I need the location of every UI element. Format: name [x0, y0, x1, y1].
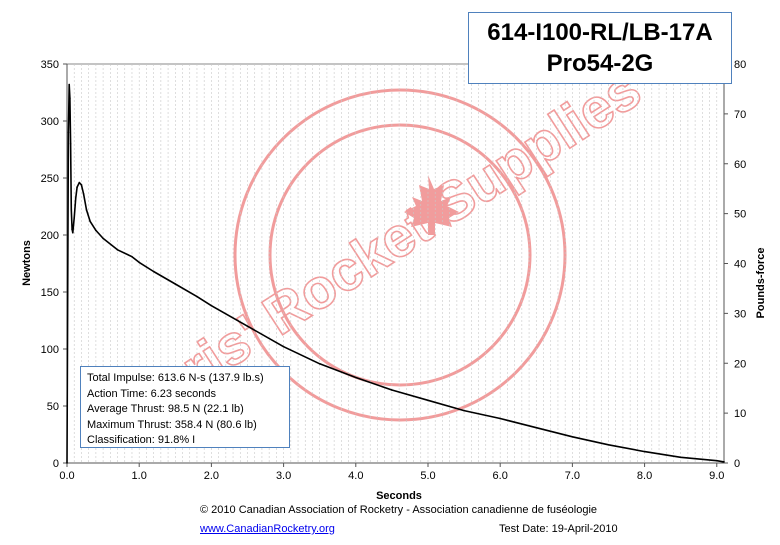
- y2-tick-label: 30: [734, 308, 746, 320]
- data-point: [679, 456, 682, 459]
- data-point: [354, 376, 357, 379]
- y-tick-label: 200: [41, 230, 59, 242]
- data-point: [80, 184, 83, 186]
- data-point: [71, 231, 74, 234]
- data-point: [69, 143, 72, 145]
- watermark-seal-outer-ring: [233, 88, 567, 422]
- data-point: [71, 228, 73, 231]
- data-point: [82, 193, 85, 195]
- test-date: Test Date: 19-April-2010: [499, 523, 618, 535]
- action-time: Action Time: 6.23 seconds: [87, 387, 217, 400]
- y-tick-label: 100: [41, 344, 59, 356]
- average-thrust: Average Thrust: 98.5 N (22.1 lb): [87, 403, 244, 415]
- watermark-maple-leaf-icon: [404, 175, 459, 235]
- data-point: [73, 217, 76, 219]
- axis-labels: Newtons Pounds-force Seconds: [21, 240, 767, 502]
- data-point: [643, 450, 646, 453]
- x-tick-label: 1.0: [132, 470, 147, 482]
- data-point: [391, 389, 393, 391]
- data-point: [131, 255, 133, 258]
- data-point: [68, 83, 70, 86]
- x-tick-label: 0.0: [59, 470, 74, 482]
- classification: Classification: 91.8% I: [87, 434, 196, 446]
- website-link-wrap: www.CanadianRocketry.org: [200, 523, 335, 535]
- data-point: [69, 97, 71, 99]
- motor-designation: 614-I100-RL/LB-17A: [487, 19, 713, 46]
- data-point: [74, 197, 77, 200]
- data-point: [95, 229, 97, 232]
- y-tick-label: 150: [41, 287, 59, 299]
- x-axis-label: Seconds: [376, 490, 422, 502]
- x-tick-label: 7.0: [565, 470, 580, 482]
- data-point: [85, 209, 88, 211]
- x-tick-label: 2.0: [204, 470, 219, 482]
- stats-box: Total Impulse: 613.6 N-s (137.9 lb.s) Ac…: [80, 366, 290, 448]
- y2-tick-label: 40: [734, 259, 746, 271]
- x-tick-label: 6.0: [493, 470, 508, 482]
- data-point: [78, 181, 81, 184]
- copyright-text: © 2010 Canadian Association of Rocketry …: [200, 504, 598, 516]
- y2-tick-label: 60: [734, 159, 746, 171]
- total-impulse: Total Impulse: 613.6 N-s (137.9 lb.s): [87, 372, 264, 384]
- y2-tick-label: 50: [734, 209, 746, 221]
- x-tick-label: 9.0: [709, 470, 724, 482]
- data-point: [174, 283, 177, 285]
- data-point: [535, 426, 538, 429]
- y2-axis-label: Pounds-force: [755, 248, 767, 319]
- data-point: [70, 209, 73, 211]
- motor-title-box: 614-I100-RL/LB-17A Pro54-2G: [468, 12, 732, 84]
- motor-case: Pro54-2G: [546, 50, 654, 77]
- data-point: [196, 295, 198, 298]
- y-tick-label: 350: [41, 59, 59, 71]
- y-axis-label: Newtons: [21, 240, 33, 286]
- data-point: [76, 186, 78, 188]
- data-point: [66, 462, 68, 464]
- x-tick-label: 3.0: [276, 470, 291, 482]
- data-point: [427, 399, 429, 402]
- y2-tick-label: 20: [734, 358, 746, 370]
- data-point: [152, 270, 155, 273]
- y2-tick-label: 10: [734, 408, 746, 420]
- y-tick-label: 250: [41, 173, 59, 185]
- data-point: [66, 291, 69, 293]
- axes: 0 50 100 150 200 250 300 350 0 10 20 30 40 50 60 70 80 0.…: [41, 59, 747, 482]
- maximum-thrust: Maximum Thrust: 358.4 N (80.6 lb): [87, 418, 257, 431]
- y2-tick-label: 0: [734, 458, 740, 470]
- y2-tick-label: 80: [734, 59, 746, 71]
- data-point: [138, 261, 140, 264]
- x-tick-label: 8.0: [637, 470, 652, 482]
- data-point: [210, 304, 213, 307]
- data-point: [607, 443, 610, 446]
- data-point: [67, 131, 70, 134]
- y-tick-label: 300: [41, 116, 59, 128]
- series-layer: [66, 83, 725, 464]
- y-tick-label: 0: [53, 458, 59, 470]
- x-tick-label: 5.0: [420, 470, 435, 482]
- data-point: [89, 220, 91, 223]
- x-tick-label: 4.0: [348, 470, 363, 482]
- data-point: [116, 249, 119, 251]
- data-point: [723, 461, 725, 463]
- website-link[interactable]: www.CanadianRocketry.org: [200, 523, 335, 535]
- data-point: [571, 435, 574, 438]
- watermark-seal-inner-ring: [268, 123, 532, 387]
- data-point: [246, 325, 249, 328]
- data-point: [282, 345, 285, 348]
- y-tick-label: 50: [47, 401, 59, 413]
- data-point: [318, 363, 321, 365]
- data-point: [715, 459, 718, 462]
- data-point: [463, 409, 465, 412]
- data-point: [102, 237, 104, 240]
- y2-tick-label: 70: [734, 109, 746, 121]
- data-point: [499, 417, 501, 420]
